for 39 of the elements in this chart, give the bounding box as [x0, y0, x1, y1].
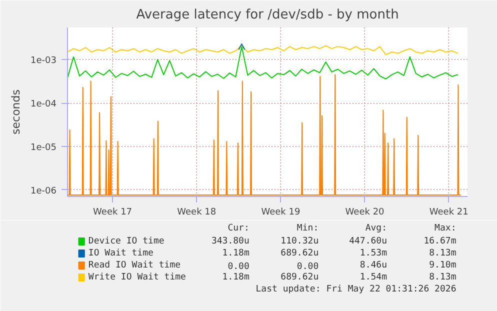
legend-label: Device IO time [88, 236, 164, 246]
y-tick-label: 1e-06 [30, 186, 57, 196]
text: 1.53m [360, 248, 388, 258]
y-tick-label: 1e-03 [30, 56, 57, 66]
line-series [68, 45, 458, 56]
x-tick-label: Week 17 [93, 208, 132, 218]
legend-label: Read IO Wait time [88, 260, 181, 270]
line-series [68, 46, 458, 80]
text: 1.54m [360, 272, 388, 282]
y-tick-label: 1e-05 [30, 142, 57, 153]
line-series [68, 74, 462, 196]
text: 689.62u [280, 248, 319, 258]
legend-label: Write IO Wait time [88, 272, 186, 282]
text: 8.13m [429, 272, 456, 282]
text: 1.18m [222, 248, 250, 258]
x-tick-label: Week 21 [429, 208, 468, 218]
text: 689.62u [280, 272, 319, 282]
y-tick-label: 1e-04 [30, 100, 57, 110]
text: 16.67m [424, 236, 456, 246]
text: 9.10m [429, 260, 456, 270]
text: 447.60u [349, 236, 388, 246]
text: 343.80u [211, 236, 250, 246]
x-tick-label: Week 20 [345, 208, 385, 218]
text: 1.18m [222, 272, 250, 282]
text: 0.00 [296, 262, 319, 272]
text: Min: [296, 224, 319, 234]
text: Avg: [365, 224, 388, 234]
text: Cur: [228, 224, 250, 234]
chart-title: Average latency for /dev/sdb - by month [136, 8, 399, 22]
text: 8.13m [429, 248, 456, 258]
text: Last update: Fri May 22 01:31:26 2026 [256, 284, 456, 294]
text: Max: [434, 224, 456, 234]
text: 110.32u [280, 236, 319, 246]
legend-label: IO Wait time [88, 248, 154, 258]
x-tick-label: Week 18 [177, 208, 216, 218]
x-tick-label: Week 19 [261, 208, 300, 218]
text: 0.00 [228, 262, 250, 272]
text: 8.46u [360, 260, 388, 270]
y-axis-title: seconds [10, 89, 23, 134]
